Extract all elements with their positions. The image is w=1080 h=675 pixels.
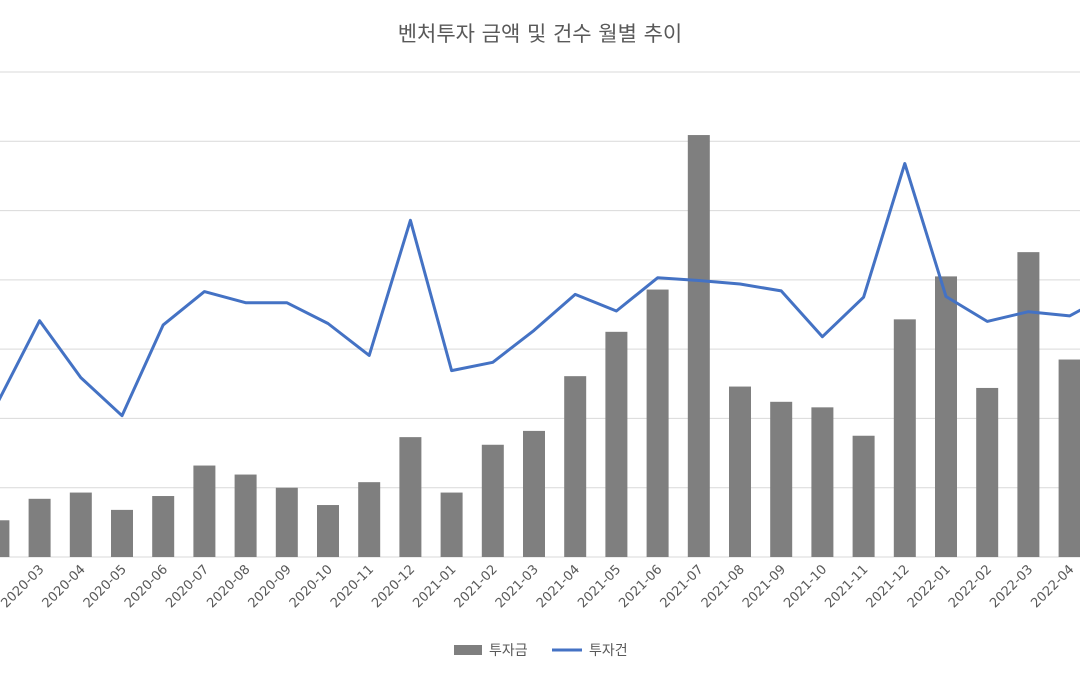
x-tick-label: 2021-04 [534, 562, 583, 611]
bar-2020-05 [111, 509, 133, 557]
x-tick-label: 2022-01 [905, 562, 954, 611]
bar-2022-02 [976, 387, 999, 557]
x-tick-label: 2021-07 [658, 562, 707, 611]
bar-2021-12 [893, 319, 916, 557]
bar-2020-04 [69, 492, 92, 557]
x-tick-label: 2022-03 [987, 562, 1036, 611]
x-tick-label: 2021-12 [864, 562, 913, 611]
x-tick-label: 2020-03 [0, 562, 47, 611]
bar-2021-03 [523, 430, 545, 557]
bar-2021-06 [646, 289, 669, 557]
legend: 투자금 투자건 [454, 643, 628, 659]
bar-2022-03 [1017, 252, 1040, 557]
bar-2021-05 [605, 331, 628, 557]
bar-2022-01 [935, 276, 957, 557]
bar-2020-02 [0, 520, 10, 557]
legend-label-line: 투자건 [589, 643, 628, 659]
bar-2020-09 [275, 487, 298, 557]
bar-2020-08 [234, 474, 257, 557]
x-tick-label: 2020-10 [287, 562, 336, 611]
bar-2021-08 [729, 386, 751, 557]
bar-2020-03 [28, 498, 51, 557]
chart-title: 벤처투자 금액 및 건수 월별 추이 [398, 22, 683, 46]
x-tick-label: 2021-01 [410, 562, 459, 611]
x-tick-label: 2022-02 [946, 562, 995, 611]
x-tick-label: 2020-08 [204, 562, 253, 611]
x-tick-label: 2022-04 [1028, 562, 1077, 611]
bar-2021-07 [687, 135, 710, 558]
bar-2021-11 [852, 435, 875, 557]
bar-2021-02 [481, 444, 504, 557]
bar-2021-01 [440, 492, 463, 557]
bar-2020-06 [152, 496, 175, 557]
x-tick-label: 2021-11 [822, 562, 871, 611]
x-tick-label: 2020-07 [163, 562, 212, 611]
line-series [0, 162, 1080, 418]
x-tick-label: 2020-06 [122, 562, 171, 611]
x-tick-label: 2021-03 [493, 562, 542, 611]
x-axis-ticks: 2020-032020-042020-052020-062020-072020-… [0, 562, 1077, 611]
bar-2021-10 [811, 407, 834, 557]
x-tick-label: 2020-09 [246, 562, 295, 611]
x-tick-label: 2020-11 [328, 562, 377, 611]
x-tick-label: 2021-06 [616, 562, 665, 611]
x-tick-label: 2021-02 [452, 562, 501, 611]
x-tick-label: 2020-04 [40, 562, 89, 611]
bar-2020-07 [193, 465, 216, 557]
x-tick-label: 2020-12 [369, 562, 418, 611]
bar-2021-04 [564, 376, 587, 557]
x-tick-label: 2021-05 [575, 562, 624, 611]
gridlines [0, 71, 1080, 558]
x-tick-label: 2020-05 [81, 562, 130, 611]
bar-2020-12 [399, 437, 422, 557]
line-series-path [0, 162, 1080, 418]
x-tick-label: 2021-08 [699, 562, 748, 611]
bar-2020-11 [358, 482, 381, 557]
bar-2021-09 [770, 401, 793, 557]
x-tick-label: 2021-10 [781, 562, 830, 611]
bar-series [0, 135, 1080, 558]
legend-label-bar: 투자금 [489, 643, 528, 659]
legend-swatch-bar [454, 645, 482, 655]
bar-2022-04 [1058, 359, 1080, 557]
bar-2020-10 [317, 505, 339, 557]
x-tick-label: 2021-09 [740, 562, 789, 611]
